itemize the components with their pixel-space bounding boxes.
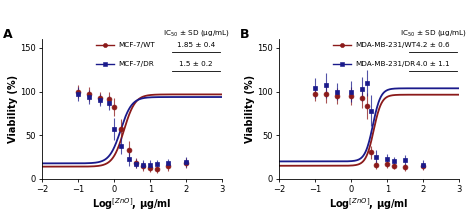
Text: 1.5 ± 0.2: 1.5 ± 0.2 <box>179 61 213 67</box>
Y-axis label: Viability (%): Viability (%) <box>8 75 18 143</box>
Text: MCF-7/DR: MCF-7/DR <box>118 61 154 67</box>
Text: 1.85 ± 0.4: 1.85 ± 0.4 <box>177 42 215 48</box>
Text: B: B <box>240 28 249 41</box>
X-axis label: Log$^{[ZnO]}$, µg/ml: Log$^{[ZnO]}$, µg/ml <box>329 197 409 213</box>
Text: MDA-MB-231/DR: MDA-MB-231/DR <box>355 61 415 67</box>
Text: 4.2 ± 0.6: 4.2 ± 0.6 <box>416 42 450 48</box>
Text: MDA-MB-231/WT: MDA-MB-231/WT <box>355 42 416 48</box>
X-axis label: Log$^{[ZnO]}$, µg/ml: Log$^{[ZnO]}$, µg/ml <box>92 197 172 213</box>
Text: IC$_{50}$ ± SD (µg/mL): IC$_{50}$ ± SD (µg/mL) <box>163 28 229 38</box>
Text: IC$_{50}$ ± SD (µg/mL): IC$_{50}$ ± SD (µg/mL) <box>400 28 466 38</box>
Y-axis label: Viability (%): Viability (%) <box>245 75 255 143</box>
Text: MCF-7/WT: MCF-7/WT <box>118 42 155 48</box>
Text: A: A <box>3 28 12 41</box>
Text: 4.0 ± 1.1: 4.0 ± 1.1 <box>416 61 450 67</box>
